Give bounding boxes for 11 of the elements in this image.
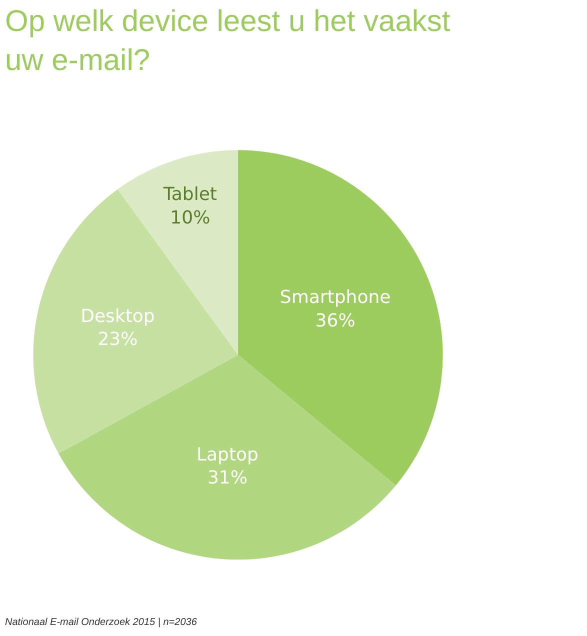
chart-title: Op welk device leest u het vaakst uw e-mail? [5,5,451,77]
data-label: 23% [98,329,138,350]
slice-label: Smartphone [280,286,391,308]
slice-label: Laptop [196,444,258,466]
data-label: 36% [315,310,356,332]
slice-label: Desktop [80,306,155,327]
pie-slice [58,354,396,560]
slice-label: Tablet [162,184,217,205]
data-label: 31% [207,468,248,489]
data-label: 10% [170,207,210,228]
text: Nationaal E-mail Onderzoek 2015 | n=2036 [5,617,198,628]
